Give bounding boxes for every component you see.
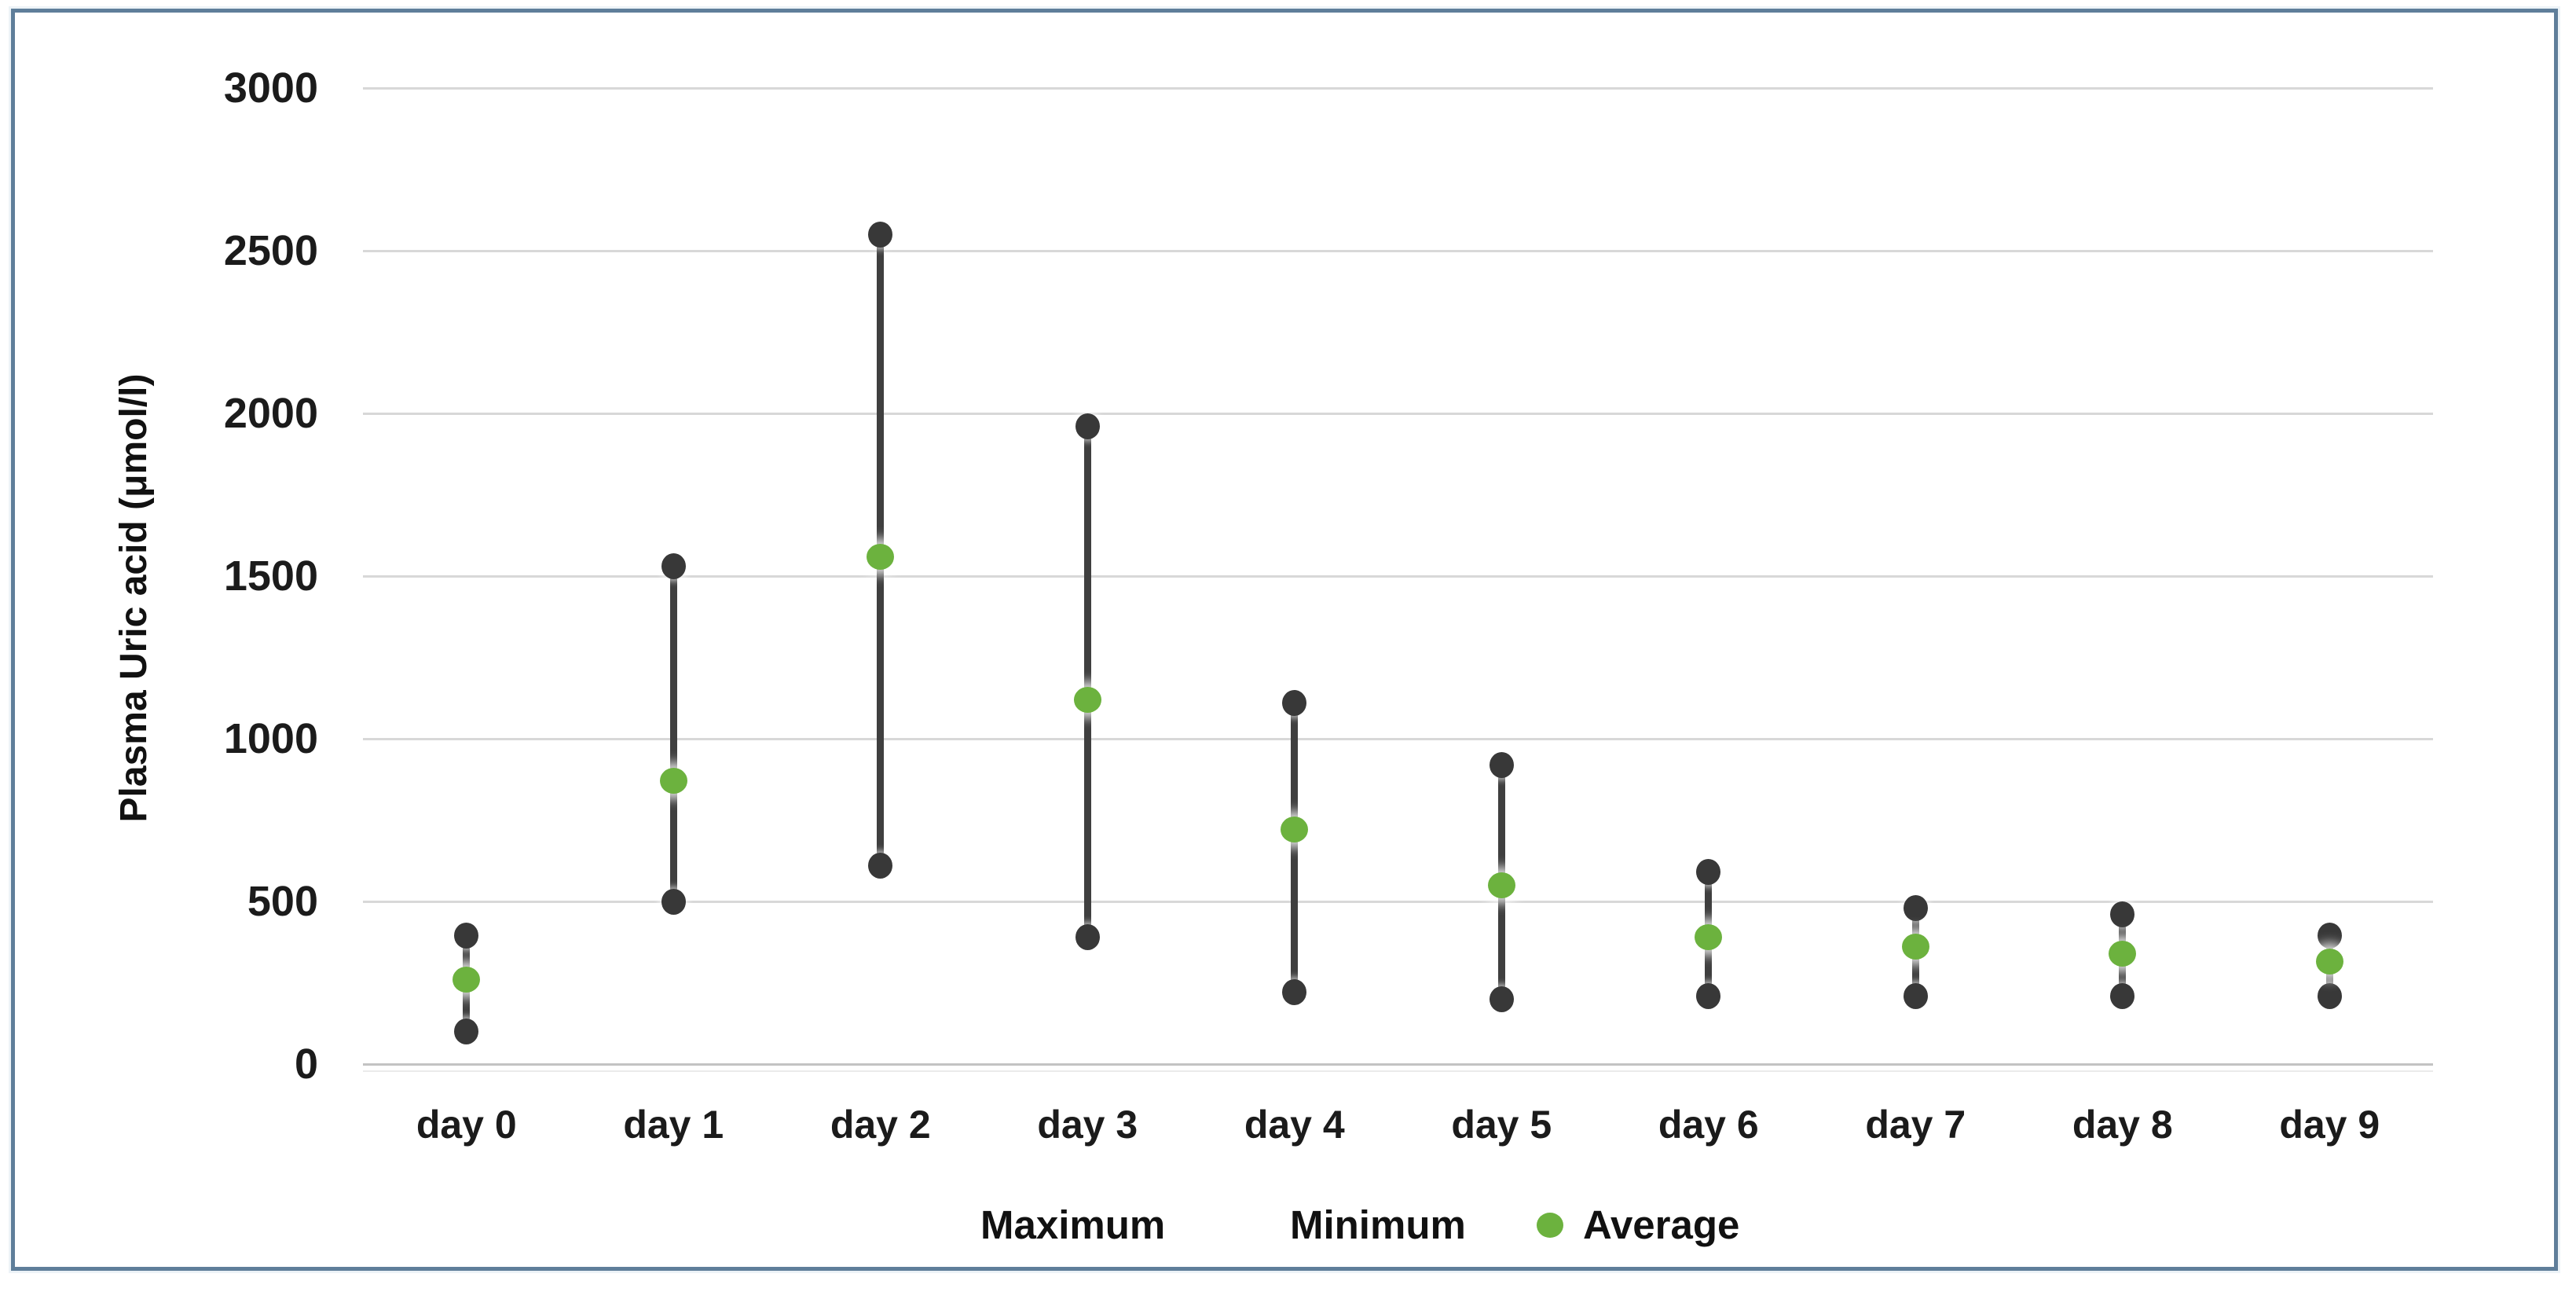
legend-item-maximum: Maximum: [980, 1202, 1166, 1247]
average-marker-day-5: [1487, 872, 1515, 898]
gridline-0: [363, 1063, 2433, 1066]
minimum-marker-day-7: [1903, 982, 1928, 1009]
y-tick-label: 1000: [223, 715, 318, 762]
x-category-label-day-3: day 3: [1037, 1103, 1138, 1147]
maximum-marker-day-4: [1282, 689, 1307, 716]
x-category-label-day-1: day 1: [623, 1103, 724, 1147]
average-marker-day-4: [1281, 817, 1309, 843]
y-tick-label: 0: [294, 1041, 318, 1088]
x-category-label-day-9: day 9: [2279, 1103, 2380, 1147]
legend-item-minimum: Minimum: [1290, 1202, 1466, 1247]
maximum-marker-day-5: [1489, 751, 1514, 778]
minimum-marker-day-6: [1696, 982, 1721, 1009]
y-tick-label: 2000: [223, 390, 318, 437]
range-line-day-4: [1291, 703, 1299, 993]
x-category-label-day-8: day 8: [2072, 1103, 2173, 1147]
maximum-marker-day-3: [1075, 413, 1100, 440]
y-tick-label: 1500: [223, 552, 318, 600]
legend-average-dot-icon: [1537, 1213, 1563, 1238]
minimum-marker-day-0: [454, 1019, 479, 1045]
gridline-1000: [363, 738, 2433, 740]
x-category-label-day-5: day 5: [1451, 1103, 1552, 1147]
gridline-500: [363, 901, 2433, 903]
range-line-day-3: [1083, 426, 1091, 938]
minimum-marker-day-2: [868, 852, 893, 879]
maximum-marker-day-8: [2110, 901, 2135, 928]
x-category-label-day-7: day 7: [1865, 1103, 1966, 1147]
y-tick-label: 500: [247, 878, 318, 925]
axis-subline: [363, 1070, 2433, 1072]
average-marker-day-1: [659, 768, 687, 795]
maximum-marker-day-1: [661, 553, 686, 580]
average-marker-day-6: [1695, 924, 1723, 951]
average-marker-day-2: [867, 543, 895, 570]
gridline-2500: [363, 250, 2433, 252]
x-category-label-day-2: day 2: [830, 1103, 931, 1147]
gridline-3000: [363, 87, 2433, 90]
legend-item-average: Average: [1583, 1202, 1740, 1247]
maximum-marker-day-7: [1903, 894, 1928, 921]
average-marker-day-7: [1901, 934, 1929, 960]
average-marker-day-3: [1073, 686, 1101, 713]
range-line-day-1: [669, 566, 677, 901]
x-category-label-day-4: day 4: [1244, 1103, 1345, 1147]
average-marker-day-8: [2109, 940, 2137, 967]
y-tick-label: 2500: [223, 227, 318, 274]
minimum-marker-day-4: [1282, 979, 1307, 1006]
minimum-marker-day-5: [1489, 986, 1514, 1012]
average-marker-day-0: [453, 966, 481, 993]
maximum-marker-day-0: [454, 922, 479, 949]
maximum-marker-day-2: [868, 221, 893, 248]
minimum-marker-day-8: [2110, 982, 2135, 1009]
maximum-marker-day-6: [1696, 859, 1721, 886]
x-category-label-day-6: day 6: [1658, 1103, 1759, 1147]
y-tick-label: 3000: [223, 64, 318, 112]
gridline-2000: [363, 413, 2433, 415]
minimum-marker-day-3: [1075, 924, 1100, 951]
average-marker-day-9: [2315, 949, 2343, 975]
gridline-1500: [363, 575, 2433, 578]
minimum-marker-day-1: [661, 888, 686, 915]
chart-frame: Plasma Uric acid (μmol/l) 0 500 1000 1500 20…: [11, 9, 2558, 1271]
minimum-marker-day-9: [2317, 982, 2342, 1009]
x-category-label-day-0: day 0: [416, 1103, 517, 1147]
maximum-marker-day-9: [2317, 922, 2342, 949]
